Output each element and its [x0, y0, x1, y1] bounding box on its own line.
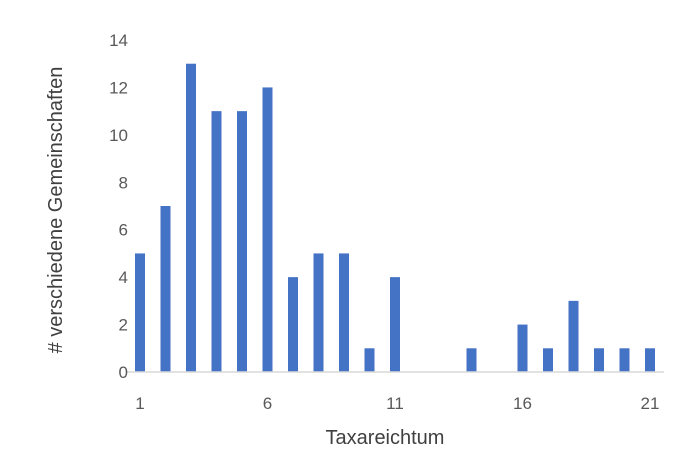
y-tick-labels: 0 2 4 6 8 10 12 14 [109, 31, 128, 382]
y-tick-label: 4 [119, 268, 128, 287]
y-tick-label: 8 [119, 173, 128, 192]
bar-4 [211, 111, 222, 373]
bar-20 [619, 348, 630, 372]
bar-2 [160, 206, 171, 372]
bar-16 [517, 324, 528, 372]
bar-19 [594, 348, 604, 372]
bars-group [135, 63, 655, 373]
x-tick-labels: 1 6 11 16 21 [135, 394, 659, 413]
y-tick-label: 6 [119, 221, 128, 240]
bar-21 [645, 348, 655, 372]
bar-18 [568, 300, 579, 372]
bar-11 [390, 277, 400, 372]
y-axis-title: # verschiedene Gemeinschaften [45, 67, 67, 354]
bar-14 [466, 348, 477, 372]
x-axis-title: Taxareichtum [326, 427, 445, 449]
bar-5 [237, 111, 247, 373]
bar-9 [339, 253, 349, 372]
y-tick-label: 0 [119, 363, 128, 382]
y-tick-label: 14 [109, 31, 128, 50]
y-tick-label: 2 [119, 316, 128, 335]
bar-17 [543, 348, 553, 372]
x-tick-label: 16 [513, 394, 532, 413]
x-tick-label: 1 [135, 394, 144, 413]
bar-7 [288, 277, 298, 372]
y-tick-label: 12 [109, 78, 128, 97]
bar-10 [364, 348, 375, 372]
bar-8 [313, 253, 324, 372]
y-tick-label: 10 [109, 126, 128, 145]
x-tick-label: 6 [263, 394, 272, 413]
x-tick-label: 21 [641, 394, 660, 413]
bar-1 [135, 253, 145, 372]
x-tick-label: 11 [386, 394, 404, 413]
bar-3 [186, 63, 196, 372]
bar-6 [262, 87, 273, 372]
